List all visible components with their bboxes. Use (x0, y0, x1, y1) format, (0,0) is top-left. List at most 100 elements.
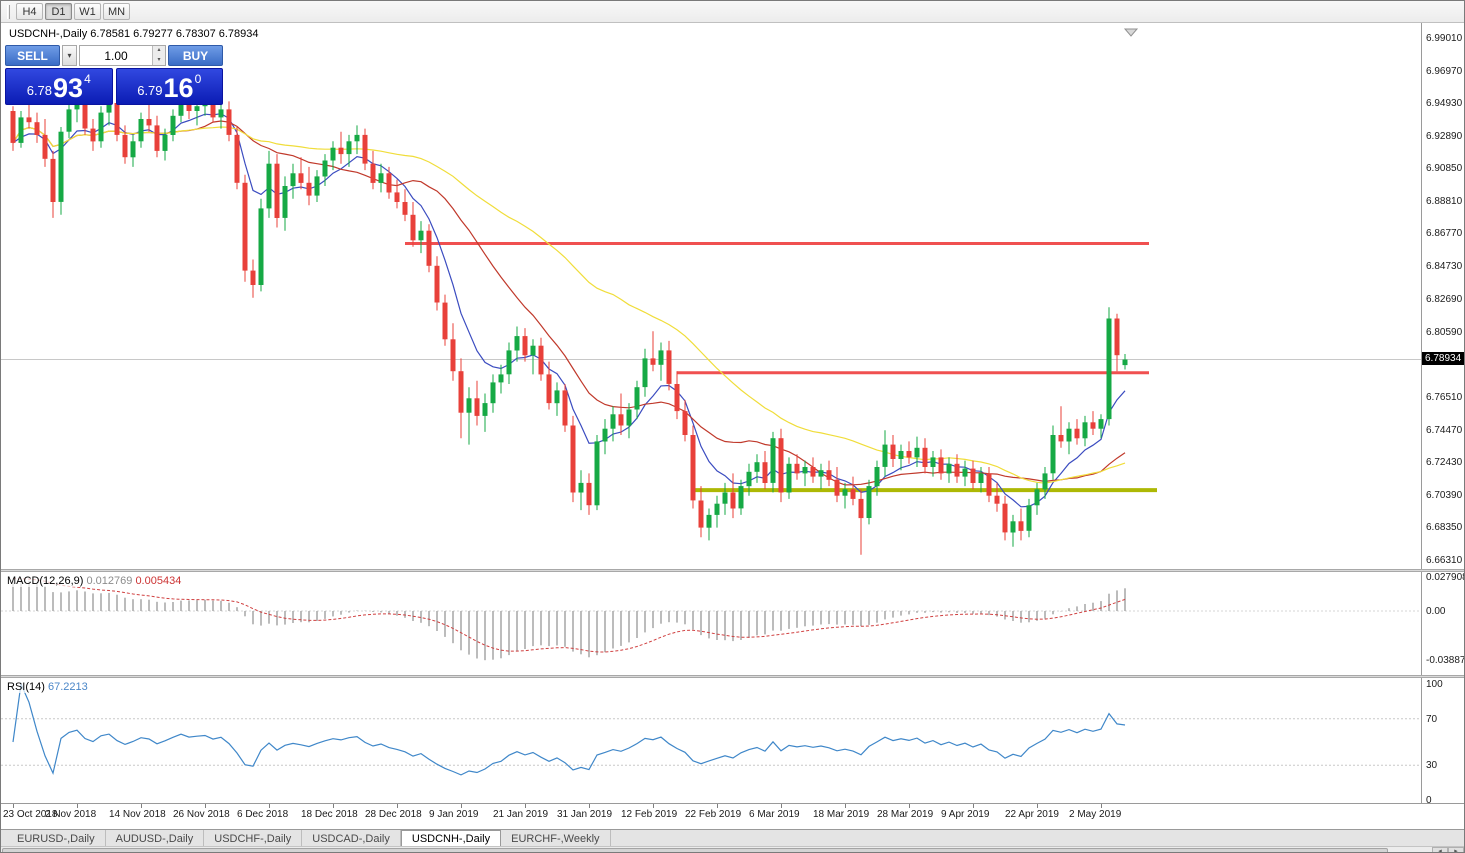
sell-price-button[interactable]: 6.78 93 4 (5, 68, 113, 105)
time-axis-label: 2 May 2019 (1069, 809, 1122, 820)
scroll-right-button[interactable]: ▸ (1448, 847, 1464, 853)
macd-canvas[interactable] (1, 572, 1421, 675)
chart-tab-eurusd-daily[interactable]: EURUSD-,Daily (7, 830, 106, 846)
chart-tab-bar: EURUSD-,Daily AUDUSD-,Daily USDCHF-,Daily U… (1, 829, 1464, 846)
time-axis-tick (1037, 804, 1038, 808)
price-axis-label: 6.92890 (1426, 131, 1463, 142)
rsi-axis-label: 70 (1426, 714, 1438, 725)
timeframe-buttons: H4 D1 W1 MN (16, 3, 132, 20)
buy-button[interactable]: BUY (168, 45, 223, 66)
chart-symbol-label: USDCNH-,Daily (9, 28, 88, 40)
price-axis-label: 6.82690 (1426, 294, 1463, 305)
time-axis-label: 22 Apr 2019 (1005, 809, 1059, 820)
price-axis-label: 6.99010 (1426, 33, 1463, 44)
rsi-axis-label: 30 (1426, 760, 1438, 771)
rsi-axis-label: 0 (1426, 795, 1432, 803)
macd-axis-label: 0.00 (1426, 606, 1446, 617)
timeframe-button-w1[interactable]: W1 (74, 3, 101, 20)
sell-price-prefix: 6.78 (26, 83, 53, 98)
timeframe-button-h4[interactable]: H4 (16, 3, 43, 20)
volume-input[interactable] (80, 46, 152, 65)
time-axis-tick (845, 804, 846, 808)
arrow-right-icon: ▸ (1454, 848, 1458, 853)
arrow-left-icon: ◂ (1438, 848, 1442, 853)
chart-tab-usdcad-daily[interactable]: USDCAD-,Daily (302, 830, 401, 846)
price-axis-label: 6.74470 (1426, 425, 1463, 436)
price-axis-label: 6.70390 (1426, 490, 1463, 501)
volume-input-group: ▴ ▾ (79, 45, 166, 66)
time-axis-label: 23 Oct 2018 (3, 809, 58, 820)
time-axis-label: 12 Feb 2019 (621, 809, 678, 820)
chart-shift-marker (1123, 28, 1139, 37)
macd-axis-label: -0.038871 (1426, 655, 1464, 666)
time-axis-tick (1101, 804, 1102, 808)
volume-dropdown[interactable]: ▾ (62, 45, 77, 66)
price-axis-label: 6.76510 (1426, 392, 1463, 403)
price-axis-label: 6.68350 (1426, 522, 1463, 533)
price-axis-label: 6.84730 (1426, 261, 1463, 272)
price-axis-label: 6.66310 (1426, 555, 1463, 566)
macd-panel: MACD(12,26,9) 0.012769 0.005434 0.027908… (1, 572, 1464, 675)
toolbar-drag-handle[interactable] (7, 4, 10, 19)
chart-tab-eurchf-weekly[interactable]: EURCHF-,Weekly (501, 830, 611, 846)
main-chart-canvas[interactable] (1, 23, 1421, 569)
time-axis-label: 18 Dec 2018 (301, 809, 358, 820)
rsi-label: RSI(14) 67.2213 (7, 681, 88, 693)
time-axis-label: 22 Feb 2019 (685, 809, 742, 820)
time-axis-label: 6 Mar 2019 (749, 809, 800, 820)
timeframe-button-d1[interactable]: D1 (45, 3, 72, 20)
time-axis-tick (397, 804, 398, 808)
chart-tab-audusd-daily[interactable]: AUDUSD-,Daily (106, 830, 205, 846)
price-axis: 6.99010 6.96970 6.94930 6.92890 6.90850 6.888… (1421, 23, 1464, 569)
volume-decrease-button[interactable]: ▾ (153, 55, 165, 65)
price-axis-label: 6.86770 (1426, 228, 1463, 239)
timeframe-button-mn[interactable]: MN (103, 3, 130, 20)
price-axis-label: 6.72430 (1426, 457, 1463, 468)
buy-price-button[interactable]: 6.79 16 0 (115, 68, 223, 105)
chevron-down-icon: ▾ (67, 51, 72, 60)
timeframe-toolbar: H4 D1 W1 MN (1, 1, 1464, 23)
sell-price-big: 93 (53, 73, 84, 103)
time-axis-label: 26 Nov 2018 (173, 809, 230, 820)
price-axis-label: 6.94930 (1426, 98, 1463, 109)
time-axis-tick (13, 804, 14, 808)
scroll-left-button[interactable]: ◂ (1432, 847, 1448, 853)
volume-increase-button[interactable]: ▴ (153, 46, 165, 56)
rsi-name: RSI(14) (7, 681, 45, 693)
time-axis-label: 21 Jan 2019 (493, 809, 549, 820)
time-axis-label: 9 Apr 2019 (941, 809, 990, 820)
h-scrollbar-thumb[interactable] (2, 848, 1388, 852)
price-axis-label: 6.90850 (1426, 163, 1463, 174)
time-axis-tick (269, 804, 270, 808)
chart-window: USDCNH-,Daily 6.78581 6.79277 6.78307 6.… (1, 23, 1464, 829)
time-axis-tick (461, 804, 462, 808)
time-axis-label: 31 Jan 2019 (557, 809, 613, 820)
time-axis-tick (77, 804, 78, 808)
price-axis-label: 6.88810 (1426, 196, 1463, 207)
time-axis-tick (909, 804, 910, 808)
panel-splitter[interactable] (1, 675, 1464, 678)
time-axis-tick (141, 804, 142, 808)
time-axis-label: 18 Mar 2019 (813, 809, 870, 820)
chart-tab-usdcnh-daily[interactable]: USDCNH-,Daily (400, 830, 502, 846)
macd-signal-value: 0.005434 (135, 575, 182, 587)
chart-tab-usdchf-daily[interactable]: USDCHF-,Daily (204, 830, 303, 846)
rsi-canvas[interactable] (1, 678, 1421, 803)
chart-ohlc-values: 6.78581 6.79277 6.78307 6.78934 (90, 28, 259, 40)
macd-value: 0.012769 (86, 575, 133, 587)
time-axis-tick (973, 804, 974, 808)
buy-price-big: 16 (163, 73, 194, 103)
time-axis-tick (717, 804, 718, 808)
time-axis-tick (525, 804, 526, 808)
price-axis-label: 6.80590 (1426, 327, 1463, 338)
panel-splitter[interactable] (1, 569, 1464, 572)
rsi-value: 67.2213 (47, 681, 88, 693)
time-axis-tick (205, 804, 206, 808)
rsi-axis-label: 100 (1426, 679, 1443, 690)
sell-button[interactable]: SELL (5, 45, 60, 66)
current-price-badge: 6.78934 (1422, 352, 1464, 365)
one-click-trade-panel: SELL ▾ ▴ ▾ BUY 6.78934 (5, 45, 223, 105)
time-axis-label: 28 Mar 2019 (877, 809, 934, 820)
macd-label: MACD(12,26,9) 0.012769 0.005434 (7, 575, 182, 587)
